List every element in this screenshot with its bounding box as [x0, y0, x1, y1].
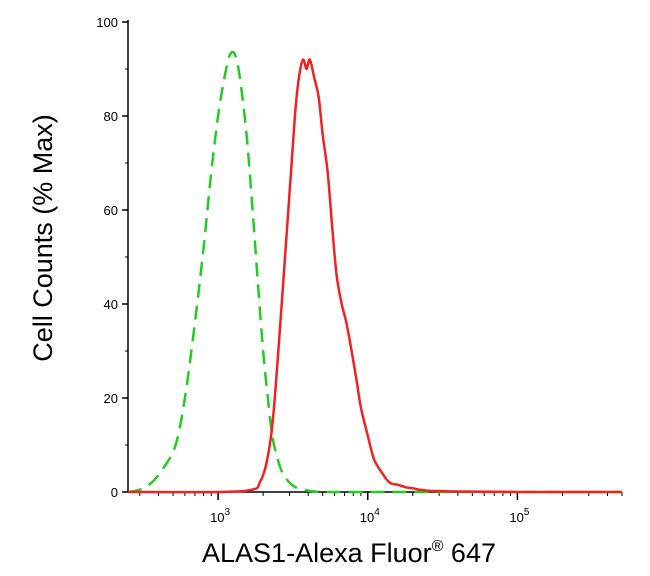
- y-tick-label: 20: [104, 391, 118, 406]
- x-axis-title-suffix: 647: [443, 538, 496, 568]
- y-tick-label: 60: [104, 203, 118, 218]
- x-tick-label: 103: [210, 507, 230, 525]
- x-axis-title: ALAS1-Alexa Fluor® 647: [202, 538, 496, 568]
- y-tick-label: 100: [96, 15, 118, 30]
- x-axis-title-main: ALAS1-Alexa Fluor: [202, 538, 432, 568]
- y-tick-label: 0: [111, 485, 118, 500]
- x-axis-title-registered-mark: ®: [432, 538, 444, 555]
- series-layer: [127, 50, 623, 494]
- x-tick-label: 105: [509, 507, 529, 525]
- y-tick-label: 40: [104, 297, 118, 312]
- x-axis: 103 104 105: [128, 491, 623, 525]
- y-axis-title: Cell Counts (% Max): [28, 114, 58, 362]
- series-line-1: [127, 58, 623, 494]
- y-tick-label: 80: [104, 109, 118, 124]
- x-tick-label: 104: [360, 507, 380, 525]
- y-axis: 0 20 40 60 80 100: [96, 15, 129, 500]
- series-line-0: [127, 50, 622, 494]
